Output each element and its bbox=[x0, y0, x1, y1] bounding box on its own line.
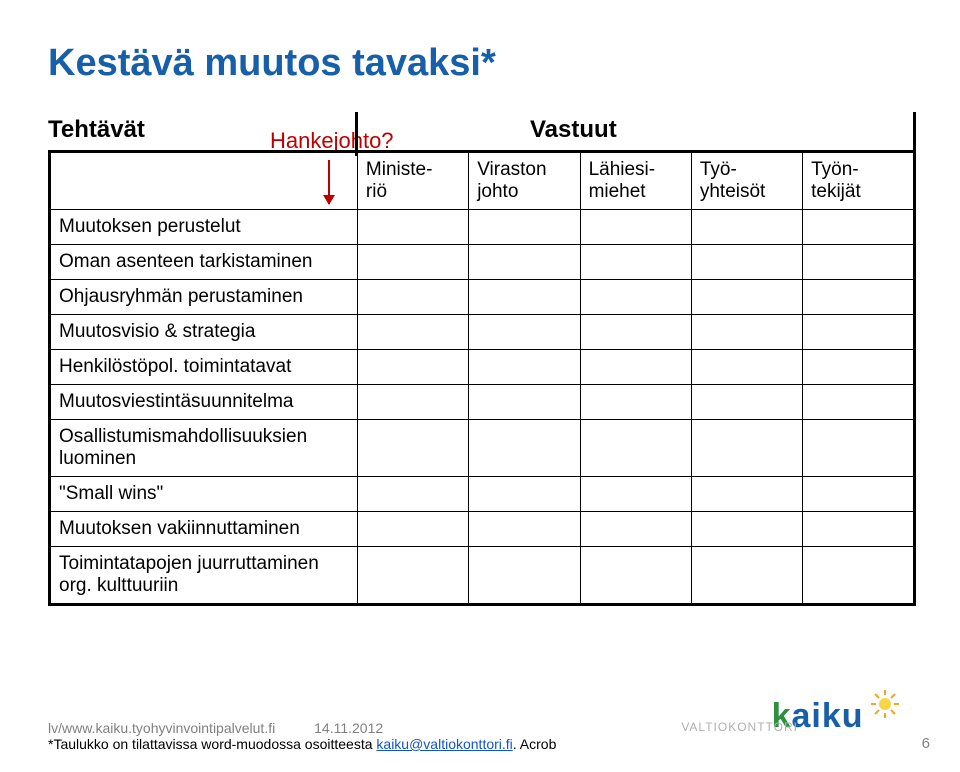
table-row: Muutoksen perustelut bbox=[51, 210, 914, 245]
cell bbox=[357, 420, 468, 477]
cell bbox=[469, 512, 580, 547]
cell bbox=[691, 315, 802, 350]
row-label: Ohjausryhmän perustaminen bbox=[51, 280, 358, 315]
footnote-email-link[interactable]: kaiku@valtiokonttori.fi bbox=[376, 736, 512, 752]
cell bbox=[803, 547, 914, 604]
footer-date: 14.11.2012 bbox=[314, 720, 383, 736]
table-row: Ohjausryhmän perustaminen bbox=[51, 280, 914, 315]
row-label: Muutoksen perustelut bbox=[51, 210, 358, 245]
sun-icon bbox=[870, 689, 900, 719]
cell bbox=[691, 350, 802, 385]
header-empty bbox=[51, 153, 358, 210]
cell bbox=[803, 245, 914, 280]
page-number: 6 bbox=[922, 735, 930, 752]
cell bbox=[357, 245, 468, 280]
cell bbox=[580, 210, 691, 245]
cell bbox=[803, 477, 914, 512]
cell bbox=[580, 512, 691, 547]
row-label: Toimintatapojen juurruttaminen org. kult… bbox=[51, 547, 358, 604]
table-row: Osallistumismahdollisuuksien luominen bbox=[51, 420, 914, 477]
cell bbox=[357, 350, 468, 385]
cell bbox=[580, 280, 691, 315]
row-label: Oman asenteen tarkistaminen bbox=[51, 245, 358, 280]
cell bbox=[691, 512, 802, 547]
cell bbox=[691, 477, 802, 512]
cell bbox=[803, 385, 914, 420]
cell bbox=[357, 385, 468, 420]
tasks-heading: Tehtävät bbox=[48, 116, 145, 144]
cell bbox=[691, 280, 802, 315]
row-label: "Small wins" bbox=[51, 477, 358, 512]
cell bbox=[803, 350, 914, 385]
table-row: Muutosviestintäsuunnitelma bbox=[51, 385, 914, 420]
table-row: Oman asenteen tarkistaminen bbox=[51, 245, 914, 280]
matrix-table: Ministe- riö Viraston johto Lähiesi- mie… bbox=[48, 150, 916, 606]
row-label: Muutosvisio & strategia bbox=[51, 315, 358, 350]
footer-url: lv/www.kaiku.tyohyvinvointipalvelut.fi bbox=[48, 720, 275, 736]
cell bbox=[469, 245, 580, 280]
cell bbox=[469, 280, 580, 315]
table-header-row: Ministe- riö Viraston johto Lähiesi- mie… bbox=[51, 153, 914, 210]
cell bbox=[469, 385, 580, 420]
cell bbox=[691, 547, 802, 604]
col-header: Työn- tekijät bbox=[803, 153, 914, 210]
slide-title: Kestävä muutos tavaksi* bbox=[48, 42, 496, 85]
cell bbox=[469, 547, 580, 604]
cell bbox=[580, 547, 691, 604]
table-row: Toimintatapojen juurruttaminen org. kult… bbox=[51, 547, 914, 604]
cell bbox=[803, 420, 914, 477]
cell bbox=[357, 280, 468, 315]
cell bbox=[357, 315, 468, 350]
cell bbox=[357, 512, 468, 547]
col-header: Ministe- riö bbox=[357, 153, 468, 210]
cell bbox=[357, 210, 468, 245]
table-row: "Small wins" bbox=[51, 477, 914, 512]
row-label: Muutoksen vakiinnuttaminen bbox=[51, 512, 358, 547]
slide: Kestävä muutos tavaksi* Tehtävät Vastuut… bbox=[0, 0, 960, 772]
table-row: Henkilöstöpol. toimintatavat bbox=[51, 350, 914, 385]
cell bbox=[803, 315, 914, 350]
row-label: Henkilöstöpol. toimintatavat bbox=[51, 350, 358, 385]
cell bbox=[580, 245, 691, 280]
cell bbox=[469, 477, 580, 512]
footnote-suffix: . Acrob bbox=[513, 736, 557, 752]
col-header: Työ- yhteisöt bbox=[691, 153, 802, 210]
cell bbox=[803, 210, 914, 245]
cell bbox=[691, 420, 802, 477]
responsibilities-heading: Vastuut bbox=[530, 116, 617, 144]
cell bbox=[580, 385, 691, 420]
cell bbox=[469, 315, 580, 350]
cell bbox=[580, 477, 691, 512]
cell bbox=[469, 420, 580, 477]
table-row: Muutosvisio & strategia bbox=[51, 315, 914, 350]
cell bbox=[803, 280, 914, 315]
cell bbox=[691, 245, 802, 280]
col-header: Viraston johto bbox=[469, 153, 580, 210]
cell bbox=[469, 350, 580, 385]
cell bbox=[580, 315, 691, 350]
cell bbox=[803, 512, 914, 547]
footnote-text: *Taulukko on tilattavissa word-muodossa … bbox=[48, 736, 376, 752]
table-row: Muutoksen vakiinnuttaminen bbox=[51, 512, 914, 547]
cell bbox=[691, 385, 802, 420]
cell bbox=[691, 210, 802, 245]
valtiokonttori-text: VALTIOKONTTORI bbox=[681, 720, 798, 734]
row-label: Osallistumismahdollisuuksien luominen bbox=[51, 420, 358, 477]
cell bbox=[469, 210, 580, 245]
row-label: Muutosviestintäsuunnitelma bbox=[51, 385, 358, 420]
cell bbox=[580, 420, 691, 477]
cell bbox=[357, 477, 468, 512]
cell bbox=[357, 547, 468, 604]
col-header: Lähiesi- miehet bbox=[580, 153, 691, 210]
footer: lv/www.kaiku.tyohyvinvointipalvelut.fi 1… bbox=[48, 720, 918, 752]
cell bbox=[580, 350, 691, 385]
